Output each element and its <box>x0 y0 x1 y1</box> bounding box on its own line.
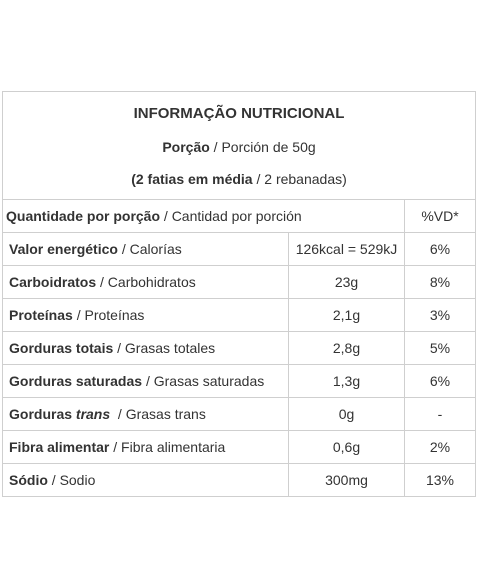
table-row: Gorduras totais / Grasas totales 2,8g 5% <box>3 332 475 365</box>
nutrient-vd: 6% <box>429 241 451 257</box>
nutrient-name: Sódio / Sodio <box>3 464 289 496</box>
table-row: Proteínas / Proteínas 2,1g 3% <box>3 299 475 332</box>
nutrient-vd: 13% <box>425 472 455 488</box>
portion-line: Porção / Porción de 50g <box>3 139 475 155</box>
nutrient-amount: 126kcal = 529kJ <box>289 233 405 265</box>
nutrient-separator: / <box>142 373 154 389</box>
nutrient-name-es: Calorías <box>129 241 182 257</box>
nutrient-amount: 300mg <box>289 464 405 496</box>
column-header-pt: Quantidade por porção <box>6 208 161 224</box>
nutrient-vd: 6% <box>429 373 451 389</box>
slices-separator: / <box>252 171 265 187</box>
nutrient-name: Fibra alimentar / Fibra alimentaria <box>3 431 289 463</box>
slices-line: (2 fatias em média / 2 rebanadas) <box>3 171 475 187</box>
nutrient-name: Gorduras totais / Grasas totales <box>3 332 289 364</box>
nutrient-name: Proteínas / Proteínas <box>3 299 289 331</box>
nutrient-name-es: Grasas totales <box>124 340 216 356</box>
nutrient-separator: / <box>110 406 126 422</box>
nutrient-amount: 2,8g <box>289 332 405 364</box>
table-row: Gorduras trans / Grasas trans 0g - <box>3 398 475 431</box>
nutrient-name-pt-italic: trans <box>75 406 111 422</box>
nutrient-name-pt: Carboidratos <box>9 274 97 290</box>
table-header: INFORMAÇÃO NUTRICIONAL Porção / Porción … <box>3 92 475 200</box>
nutrient-name-pt: Proteínas <box>9 307 73 323</box>
nutrient-amount: 1,3g <box>289 365 405 397</box>
nutrient-name: Carboidratos / Carbohidratos <box>3 266 289 298</box>
nutrient-name-pt: Sódio <box>9 472 48 488</box>
nutrient-name: Gorduras trans / Grasas trans <box>3 398 289 430</box>
nutrient-name-es: Grasas saturadas <box>153 373 265 389</box>
nutrition-table: INFORMAÇÃO NUTRICIONAL Porção / Porción … <box>2 91 476 497</box>
table-row: Valor energético / Calorías 126kcal = 52… <box>3 233 475 266</box>
nutrient-name-pt: Gorduras <box>9 406 76 422</box>
nutrient-amount: 0,6g <box>289 431 405 463</box>
column-header-separator: / <box>160 208 172 224</box>
nutrient-vd: 5% <box>429 340 451 356</box>
nutrient-amount: 2,1g <box>289 299 405 331</box>
nutrient-vd: 8% <box>429 274 451 290</box>
nutrient-name-pt: Gorduras totais <box>9 340 114 356</box>
nutrient-name-es: Carbohidratos <box>107 274 196 290</box>
nutrient-separator: / <box>113 340 125 356</box>
nutrient-vd: - <box>437 406 443 422</box>
table-row: Fibra alimentar / Fibra alimentaria 0,6g… <box>3 431 475 464</box>
nutrient-name-es: Proteínas <box>84 307 145 323</box>
nutrient-name-es: Sodio <box>59 472 96 488</box>
nutrient-vd: 3% <box>429 307 451 323</box>
nutrient-vd: 2% <box>429 439 451 455</box>
slices-label-pt: (2 fatias em média <box>131 171 253 187</box>
table-title: INFORMAÇÃO NUTRICIONAL <box>133 105 345 122</box>
nutrient-name: Valor energético / Calorías <box>3 233 289 265</box>
nutrient-name-pt: Gorduras saturadas <box>9 373 143 389</box>
column-header-row: Quantidade por porção / Cantidad por por… <box>3 200 475 233</box>
slices-label-es: 2 rebanadas) <box>264 171 347 187</box>
nutrient-separator: / <box>96 274 108 290</box>
nutrient-name-es: Grasas trans <box>125 406 206 422</box>
nutrient-amount: 23g <box>289 266 405 298</box>
table-row: Gorduras saturadas / Grasas saturadas 1,… <box>3 365 475 398</box>
nutrient-separator: / <box>117 241 130 257</box>
nutrient-name: Gorduras saturadas / Grasas saturadas <box>3 365 289 397</box>
portion-separator: / <box>209 139 222 155</box>
table-row: Carboidratos / Carbohidratos 23g 8% <box>3 266 475 299</box>
nutrient-separator: / <box>47 472 60 488</box>
column-header-quantity: Quantidade por porção / Cantidad por por… <box>3 200 405 232</box>
portion-label-pt: Porção <box>162 139 210 155</box>
nutrient-name-pt: Fibra alimentar <box>9 439 110 455</box>
column-header-es: Cantidad por porción <box>171 208 302 224</box>
nutrient-separator: / <box>72 307 85 323</box>
nutrient-name-pt: Valor energético <box>9 241 118 257</box>
column-header-vd: %VD* <box>421 208 459 224</box>
table-row: Sódio / Sodio 300mg 13% <box>3 464 475 496</box>
nutrient-separator: / <box>109 439 122 455</box>
nutrient-amount: 0g <box>289 398 405 430</box>
portion-label-es: Porción de 50g <box>221 139 316 155</box>
nutrient-name-es: Fibra alimentaria <box>121 439 226 455</box>
